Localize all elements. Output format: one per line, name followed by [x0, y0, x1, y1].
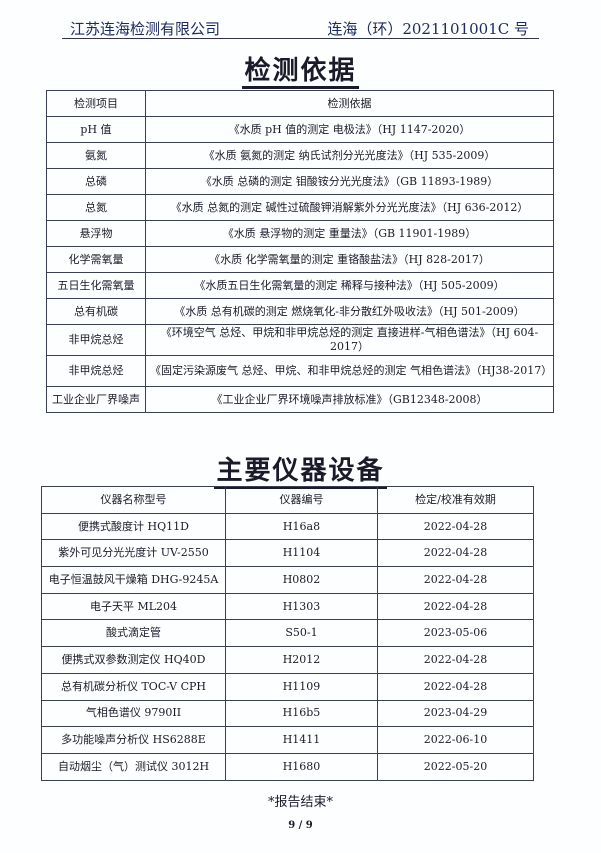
table-cell: H16a8 [225, 512, 378, 541]
table-cell: 2022-05-20 [377, 752, 534, 781]
table-cell: 非甲烷总烃 [46, 324, 146, 356]
table-cell: H0802 [225, 566, 378, 594]
table-row: 多功能噪声分析仪 HS6288E H1411 2022-06-10 [41, 726, 534, 754]
table-cell: H16b5 [225, 699, 378, 728]
equipment-table: 仪器名称型号 仪器编号 检定/校准有效期 便携式酸度计 HQ11D H16a8 20… [41, 486, 534, 781]
report-number: 连海（环）2021101001C 号 [327, 20, 529, 38]
table-cell: 2023-05-06 [377, 619, 534, 648]
basis-title: 检测依据 [0, 50, 601, 89]
table-cell: 《水质 总磷的测定 钼酸铵分光光度法》（GB 11893-1989） [145, 168, 554, 195]
table-cell: H1303 [225, 592, 378, 621]
table-cell: 《水质 总有机碳的测定 燃烧氧化-非分散红外吸收法》（HJ 501-2009） [145, 298, 554, 325]
column-header: 仪器编号 [225, 486, 378, 514]
table-row: 酸式滴定管 S50-1 2023-05-06 [41, 619, 534, 648]
table-cell: 《水质五日生化需氧量的测定 稀释与接种法》（HJ 505-2009） [145, 272, 554, 299]
table-cell: 总氮 [46, 194, 146, 221]
table-row: 电子恒温鼓风干燥箱 DHG-9245A H0802 2022-04-28 [41, 566, 534, 594]
table-cell: 《工业企业厂界环境噪声排放标准》（GB12348-2008） [145, 386, 554, 413]
table-row: 氨氮 《水质 氨氮的测定 纳氏试剂分光光度法》（HJ 535-2009） [46, 142, 554, 169]
table-cell: 2022-04-28 [377, 539, 534, 568]
table-cell: 《水质 氨氮的测定 纳氏试剂分光光度法》（HJ 535-2009） [145, 142, 554, 169]
table-cell: 氨氮 [46, 142, 146, 169]
equipment-title: 主要仪器设备 [0, 450, 601, 489]
table-cell: 《环境空气 总烃、甲烷和非甲烷总烃的测定 直接进样-气相色谱法》（HJ 604-… [145, 324, 554, 356]
table-row: 非甲烷总烃 《环境空气 总烃、甲烷和非甲烷总烃的测定 直接进样-气相色谱法》（HJ… [46, 324, 554, 356]
table-header-row: 仪器名称型号 仪器编号 检定/校准有效期 [41, 486, 534, 514]
table-row: 悬浮物 《水质 悬浮物的测定 重量法》（GB 11901-1989） [46, 220, 554, 247]
report-end: *报告结束* [267, 795, 333, 810]
table-cell: H2012 [225, 646, 378, 674]
table-cell: 五日生化需氧量 [46, 272, 146, 299]
table-cell: 非甲烷总烃 [46, 355, 146, 387]
table-cell: 悬浮物 [46, 220, 146, 247]
table-row: 电子天平 ML204 H1303 2022-04-28 [41, 592, 534, 621]
header-divider [62, 38, 539, 39]
table-cell: 便携式酸度计 HQ11D [41, 512, 226, 541]
table-cell: 多功能噪声分析仪 HS6288E [41, 726, 226, 754]
table-cell: 酸式滴定管 [41, 619, 226, 648]
table-cell: 化学需氧量 [46, 246, 146, 273]
table-cell: 2022-06-10 [377, 726, 534, 754]
table-row: 总氮 《水质 总氮的测定 碱性过硫酸钾消解紫外分光光度法》（HJ 636-2012… [46, 194, 554, 221]
table-cell: 2022-04-28 [377, 646, 534, 674]
table-cell: 2022-04-28 [377, 566, 534, 594]
table-cell: 2022-04-28 [377, 512, 534, 541]
table-cell: 便携式双参数测定仪 HQ40D [41, 646, 226, 674]
table-cell: 总有机碳分析仪 TOC-V CPH [41, 672, 226, 701]
table-cell: 总有机碳 [46, 298, 146, 325]
table-cell: 《水质 pH 值的测定 电极法》（HJ 1147-2020） [145, 116, 554, 143]
table-row: 总磷 《水质 总磷的测定 钼酸铵分光光度法》（GB 11893-1989） [46, 168, 554, 195]
table-cell: S50-1 [225, 619, 378, 648]
table-cell: 电子恒温鼓风干燥箱 DHG-9245A [41, 566, 226, 594]
table-cell: 自动烟尘（气）测试仪 3012H [41, 752, 226, 781]
table-row: 化学需氧量 《水质 化学需氧量的测定 重铬酸盐法》（HJ 828-2017） [46, 246, 554, 273]
page-number: 9 / 9 [288, 820, 313, 831]
table-row: 气相色谱仪 9790II H16b5 2023-04-29 [41, 699, 534, 728]
table-cell: H1680 [225, 752, 378, 781]
column-header: 检测依据 [145, 90, 554, 117]
table-header-row: 检测项目 检测依据 [46, 90, 554, 117]
table-cell: 工业企业厂界噪声 [46, 386, 146, 413]
table-cell: pH 值 [46, 116, 146, 143]
table-row: 五日生化需氧量 《水质五日生化需氧量的测定 稀释与接种法》（HJ 505-2009… [46, 272, 554, 299]
table-row: 自动烟尘（气）测试仪 3012H H1680 2022-05-20 [41, 752, 534, 781]
table-row: 非甲烷总烃 《固定污染源废气 总烃、甲烷、和非甲烷总烃的测定 气相色谱法》（HJ3… [46, 355, 554, 387]
table-cell: 2023-04-29 [377, 699, 534, 728]
table-cell: 气相色谱仪 9790II [41, 699, 226, 728]
table-row: 工业企业厂界噪声 《工业企业厂界环境噪声排放标准》（GB12348-2008） [46, 386, 554, 413]
table-cell: 电子天平 ML204 [41, 592, 226, 621]
table-cell: H1411 [225, 726, 378, 754]
table-cell: 《水质 悬浮物的测定 重量法》（GB 11901-1989） [145, 220, 554, 247]
company-name: 江苏连海检测有限公司 [70, 20, 221, 38]
table-cell: 2022-04-28 [377, 592, 534, 621]
table-cell: 紫外可见分光光度计 UV-2550 [41, 539, 226, 568]
table-cell: H1104 [225, 539, 378, 568]
table-cell: 2022-04-28 [377, 672, 534, 701]
table-row: 便携式双参数测定仪 HQ40D H2012 2022-04-28 [41, 646, 534, 674]
table-cell: H1109 [225, 672, 378, 701]
table-row: 总有机碳 《水质 总有机碳的测定 燃烧氧化-非分散红外吸收法》（HJ 501-20… [46, 298, 554, 325]
table-row: pH 值《水质 pH 值的测定 电极法》（HJ 1147-2020） [46, 116, 554, 143]
table-cell: 《水质 总氮的测定 碱性过硫酸钾消解紫外分光光度法》（HJ 636-2012） [145, 194, 554, 221]
table-row: 便携式酸度计 HQ11D H16a8 2022-04-28 [41, 512, 534, 541]
table-cell: 《水质 化学需氧量的测定 重铬酸盐法》（HJ 828-2017） [145, 246, 554, 273]
table-row: 总有机碳分析仪 TOC-V CPH H1109 2022-04-28 [41, 672, 534, 701]
column-header: 检测项目 [46, 90, 146, 117]
basis-table: 检测项目 检测依据 pH 值《水质 pH 值的测定 电极法》（HJ 1147-2… [46, 90, 554, 413]
table-row: 紫外可见分光光度计 UV-2550 H1104 2022-04-28 [41, 539, 534, 568]
column-header: 检定/校准有效期 [377, 486, 534, 514]
column-header: 仪器名称型号 [41, 486, 226, 514]
table-cell: 《固定污染源废气 总烃、甲烷、和非甲烷总烃的测定 气相色谱法》（HJ38-201… [145, 355, 554, 387]
table-cell: 总磷 [46, 168, 146, 195]
